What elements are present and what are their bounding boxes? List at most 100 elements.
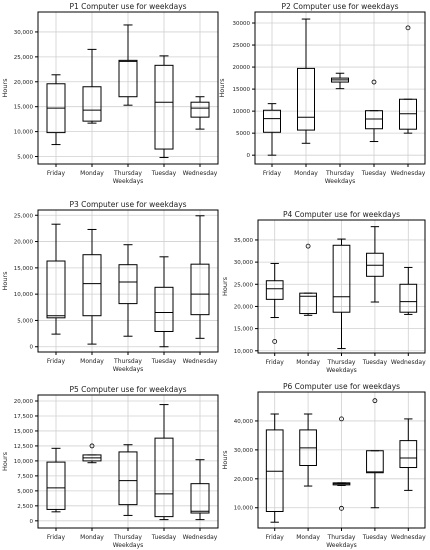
y-tick-label: 0: [30, 345, 34, 351]
x-axis-label: Weekdays: [326, 542, 357, 549]
x-tick-label: Friday: [266, 534, 285, 541]
box-thursday: [332, 416, 351, 511]
x-tick-label: Thursday: [113, 534, 142, 541]
box-monday: [82, 228, 102, 345]
chart-panel-p2: 0 5000 10000 15000 20000 25000 30000 Friday Mond…: [218, 2, 426, 185]
box-tuesday: [154, 256, 174, 348]
y-axis-label: Hours: [218, 78, 226, 98]
x-tick-label: Tuesday: [362, 534, 388, 541]
y-tick-label: 15,000: [234, 327, 254, 333]
chart-title: P2 Computer use for weekdays: [281, 2, 398, 11]
x-tick-label: Wednesday: [391, 170, 426, 177]
chart-title: P3 Computer use for weekdays: [69, 200, 186, 209]
chart-panel-p3: 0 5,000 10,000 15,000 20,000 25,000 Friday Mond…: [1, 200, 219, 373]
box-thursday: [331, 72, 349, 90]
y-tick-label: 25,000: [234, 282, 254, 288]
box-monday: [297, 18, 315, 144]
chart-panel-p5: 0 2,500 5,000 7,500 10,000 12,500 15,000 17,500…: [1, 385, 219, 549]
x-tick-label: Wednesday: [183, 358, 218, 365]
x-tick-label: Friday: [47, 534, 66, 541]
y-tick-label: 20,000: [14, 399, 34, 405]
y-tick-label: 30000: [233, 21, 251, 27]
x-tick-label: Tuesday: [151, 170, 177, 177]
y-tick-label: 5000: [236, 131, 250, 137]
x-axis-label: Weekdays: [326, 367, 357, 374]
box-iqr: [299, 292, 317, 315]
y-tick-label: 30,000: [234, 260, 254, 266]
box-iqr: [366, 450, 384, 474]
flier-point: [405, 25, 411, 31]
box-iqr: [154, 437, 174, 518]
y-axis-label: Hours: [1, 78, 9, 98]
box-iqr: [46, 260, 66, 319]
y-tick-label: 15000: [233, 87, 251, 93]
box-iqr: [46, 461, 66, 510]
box-iqr: [399, 440, 418, 469]
y-axis-label: Hours: [221, 450, 229, 470]
box-iqr: [190, 483, 210, 514]
x-tick-label: Thursday: [327, 359, 356, 366]
x-tick-label: Tuesday: [151, 534, 177, 541]
y-tick-label: 35,000: [234, 238, 254, 244]
x-tick-label: Monday: [294, 170, 318, 177]
box-thursday: [118, 244, 138, 337]
box-wednesday: [399, 25, 417, 134]
x-tick-label: Wednesday: [391, 359, 426, 366]
y-tick-label: 30,000: [234, 448, 254, 454]
box-friday: [265, 413, 284, 523]
y-tick-label: 5,000: [17, 318, 33, 324]
flier-point: [339, 505, 344, 511]
flier-point: [339, 416, 344, 422]
flier-point: [305, 243, 311, 249]
y-tick-label: 20,000: [14, 80, 34, 86]
box-iqr: [190, 263, 210, 316]
y-tick-label: 2,500: [17, 504, 33, 510]
flier-point: [371, 79, 377, 85]
y-tick-label: 5,000: [17, 489, 33, 495]
box-thursday: [332, 238, 351, 350]
box-iqr: [297, 67, 315, 131]
x-axis-label: Weekdays: [113, 366, 144, 373]
box-iqr: [332, 244, 351, 313]
x-tick-label: Tuesday: [361, 170, 387, 177]
y-tick-label: 15,000: [14, 105, 34, 111]
x-tick-label: Friday: [47, 358, 66, 365]
box-friday: [263, 103, 281, 156]
x-tick-label: Thursday: [325, 170, 354, 177]
box-wednesday: [399, 418, 418, 491]
box-iqr: [118, 451, 138, 506]
box-monday: [82, 443, 102, 464]
box-monday: [82, 48, 102, 124]
chart-title: P5 Computer use for weekdays: [69, 385, 186, 394]
box-thursday: [118, 444, 138, 516]
box-iqr: [118, 264, 138, 305]
x-axis-label: Weekdays: [325, 178, 356, 185]
box-iqr: [154, 286, 174, 332]
x-tick-label: Monday: [80, 170, 104, 177]
chart-panel-p6: 10,000 20,000 30,000 40,000 Friday Monday Thur…: [221, 382, 426, 549]
box-iqr: [365, 110, 383, 130]
x-tick-label: Monday: [80, 358, 104, 365]
y-tick-label: 10,000: [14, 130, 34, 136]
chart-panel-p1: 5,000 10,000 15,000 20,000 25,000 30,000 Frida…: [1, 2, 219, 185]
y-tick-label: 0: [247, 153, 251, 159]
box-friday: [265, 262, 284, 344]
y-tick-label: 10,000: [14, 459, 34, 465]
box-iqr: [154, 64, 174, 150]
x-tick-label: Friday: [266, 359, 285, 366]
y-tick-label: 5,000: [17, 155, 33, 161]
x-tick-label: Thursday: [113, 358, 142, 365]
box-tuesday: [366, 398, 384, 509]
y-tick-label: 40,000: [234, 419, 254, 425]
y-tick-label: 10000: [233, 109, 251, 115]
box-iqr: [190, 101, 210, 118]
x-tick-label: Thursday: [113, 170, 142, 177]
y-tick-label: 20,000: [234, 477, 254, 483]
y-tick-label: 7,500: [17, 474, 33, 480]
chart-title: P6 Computer use for weekdays: [283, 382, 400, 391]
y-tick-label: 25000: [233, 43, 251, 49]
box-tuesday: [154, 404, 174, 521]
flier-point: [272, 339, 278, 344]
x-axis-label: Weekdays: [113, 542, 144, 549]
y-tick-label: 12,500: [14, 444, 34, 450]
